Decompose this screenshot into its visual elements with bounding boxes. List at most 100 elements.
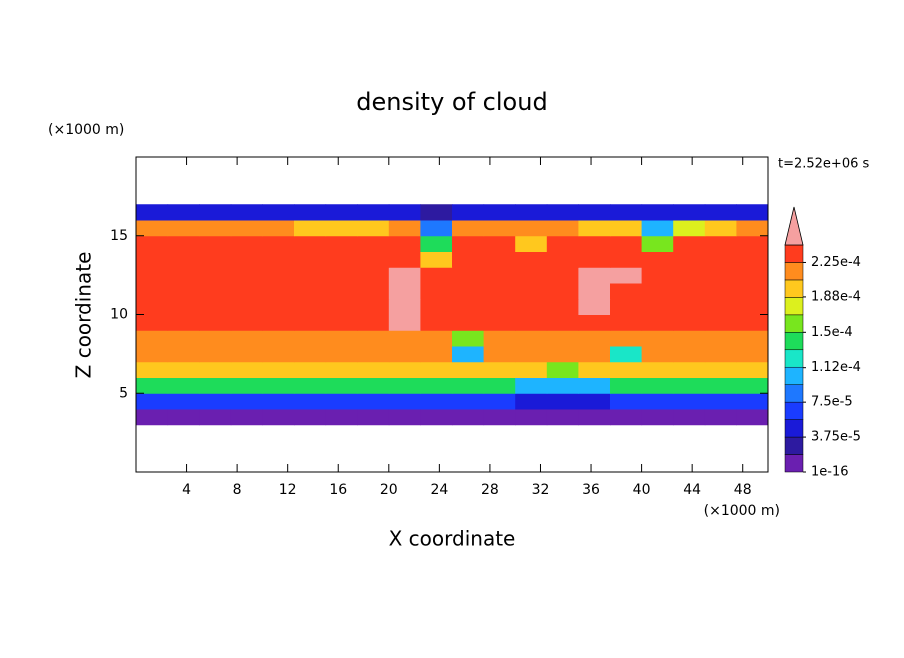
field-cell — [294, 298, 327, 315]
field-cell — [420, 267, 453, 284]
colorbar-label: 1.12e-4 — [811, 360, 861, 375]
field-cell — [136, 330, 169, 347]
field-cell — [136, 409, 169, 426]
field-cell — [610, 393, 643, 410]
field-cell — [325, 267, 358, 284]
field-cell — [641, 220, 674, 237]
field-cell — [578, 330, 611, 347]
field-cell — [230, 283, 263, 300]
field-cell — [546, 298, 579, 315]
field-cell — [610, 283, 643, 300]
field-cell — [673, 204, 706, 221]
field-cell — [388, 409, 421, 426]
field-cell — [420, 409, 453, 426]
field-cell — [515, 283, 548, 300]
chart-title: density of cloud — [356, 88, 547, 116]
field-cell — [199, 393, 232, 410]
field-cell — [515, 251, 548, 268]
field-cell — [262, 220, 295, 237]
field-cell — [325, 346, 358, 363]
colorbar-box — [784, 349, 804, 368]
field-cell — [357, 346, 390, 363]
field-cell — [167, 330, 200, 347]
field-cell — [294, 267, 327, 284]
field-cell — [262, 361, 295, 378]
field-cell — [736, 251, 769, 268]
field-cell — [641, 267, 674, 284]
colorbar-label: 2.25e-4 — [811, 255, 861, 270]
field-cell — [136, 251, 169, 268]
field-cell — [736, 283, 769, 300]
field-cell — [325, 235, 358, 252]
field-cell — [578, 361, 611, 378]
field-cell — [262, 298, 295, 315]
field-cell — [578, 346, 611, 363]
field-cell — [136, 377, 169, 394]
field-cell — [641, 283, 674, 300]
field-cell — [199, 314, 232, 331]
field-cell — [515, 314, 548, 331]
field-cell — [578, 235, 611, 252]
field-cell — [325, 204, 358, 221]
field-cell — [736, 377, 769, 394]
field-cell — [610, 330, 643, 347]
field-cell — [294, 346, 327, 363]
field-cell — [167, 393, 200, 410]
field-cell — [199, 220, 232, 237]
colorbar-box — [784, 419, 804, 438]
field-cell — [641, 377, 674, 394]
field-cell — [610, 346, 643, 363]
field-cell — [294, 377, 327, 394]
field-cell — [704, 346, 737, 363]
field-cell — [325, 409, 358, 426]
field-cell — [420, 204, 453, 221]
field-cell — [230, 220, 263, 237]
field-cell — [357, 377, 390, 394]
field-cell — [167, 267, 200, 284]
x-tick-label: 40 — [633, 482, 651, 498]
field-cell — [452, 267, 485, 284]
field-cell — [388, 330, 421, 347]
field-cell — [199, 204, 232, 221]
field-cell — [167, 283, 200, 300]
field-cell — [578, 251, 611, 268]
field-cell — [610, 361, 643, 378]
field-cell — [736, 235, 769, 252]
field-cell — [578, 220, 611, 237]
time-label: t=2.52e+06 s — [778, 157, 870, 172]
field-cell — [167, 409, 200, 426]
field-cell — [704, 267, 737, 284]
field-cell — [262, 314, 295, 331]
field-cell — [673, 220, 706, 237]
field-cell — [641, 361, 674, 378]
field-cell — [673, 314, 706, 331]
field-cell — [546, 330, 579, 347]
field-cell — [704, 393, 737, 410]
colorbar-box — [784, 454, 804, 473]
field-cell — [546, 204, 579, 221]
field-cell — [357, 267, 390, 284]
field-cell — [325, 283, 358, 300]
field-cell — [388, 361, 421, 378]
field-cell — [736, 346, 769, 363]
field-cell — [136, 204, 169, 221]
field-cell — [483, 330, 516, 347]
x-axis-label: X coordinate — [389, 527, 516, 551]
field-cell — [136, 393, 169, 410]
field-cell — [136, 220, 169, 237]
field-cell — [736, 330, 769, 347]
colorbar-box — [784, 436, 804, 455]
field-cell — [483, 220, 516, 237]
field-cell — [294, 409, 327, 426]
field-cell — [325, 377, 358, 394]
field-cell — [167, 346, 200, 363]
field-cell — [230, 361, 263, 378]
field-cell — [704, 283, 737, 300]
field-cell — [736, 409, 769, 426]
x-unit: (×1000 m) — [704, 503, 780, 519]
field-cell — [483, 346, 516, 363]
field-cell — [420, 314, 453, 331]
field-cell — [546, 361, 579, 378]
field-cell — [515, 204, 548, 221]
